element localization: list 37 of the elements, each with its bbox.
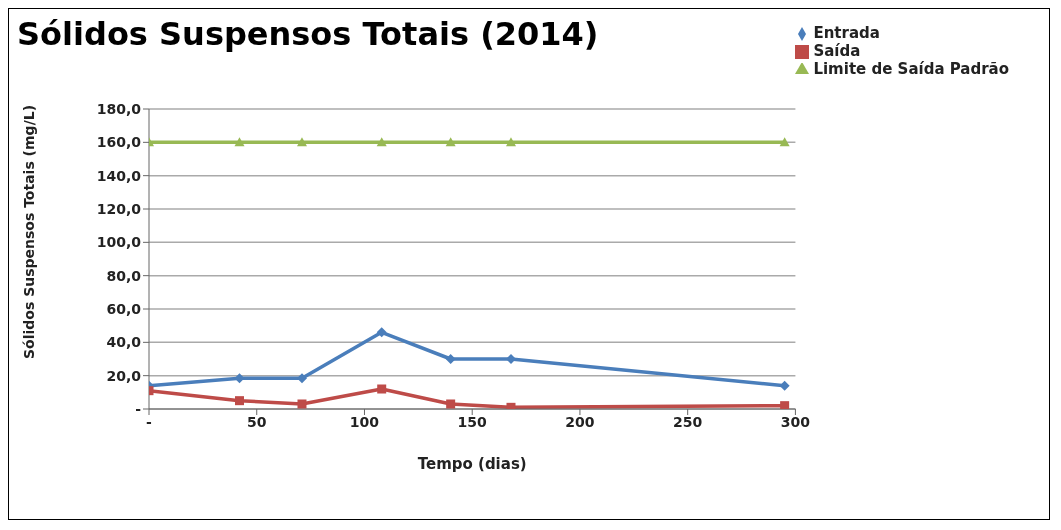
x-axis-title: Tempo (dias) (417, 455, 527, 473)
x-tick-label: - (146, 413, 153, 430)
legend-label: Entrada (813, 24, 880, 42)
x-tick-label: 100 (349, 413, 380, 430)
point (445, 137, 456, 147)
point (235, 396, 244, 406)
point (377, 384, 387, 394)
y-tick-label: 160,0 (96, 134, 142, 151)
legend-label: Limite de Saída Padrão (813, 60, 1009, 78)
y-tick-label: 80,0 (106, 267, 142, 284)
point (376, 327, 387, 338)
point (297, 399, 307, 409)
y-tick-label: 140,0 (96, 167, 142, 184)
y-tick-label: 20,0 (106, 367, 142, 384)
legend-label: Saída (813, 42, 861, 60)
y-tick-label: 120,0 (96, 200, 142, 217)
point (446, 399, 456, 409)
y-tick-label: 60,0 (106, 300, 142, 317)
x-tick-label: 200 (565, 413, 595, 430)
point (505, 137, 516, 147)
point (234, 137, 245, 147)
x-tick-label: 250 (673, 413, 703, 430)
point (376, 137, 387, 147)
point (779, 137, 790, 147)
y-tick-label: 180,0 (96, 100, 142, 117)
point (780, 401, 790, 409)
point (296, 137, 307, 147)
chart-title: Sólidos Suspensos Totais (2014) (17, 15, 599, 53)
x-tick-label: 300 (780, 413, 811, 430)
point (506, 402, 516, 409)
x-tick-label: 150 (457, 413, 488, 430)
y-tick-label: 100,0 (96, 234, 142, 251)
y-tick-label: 40,0 (106, 334, 142, 351)
y-axis-title: Sólidos Suspensos Totais (mg/L) (20, 104, 37, 359)
y-tick-label: - (135, 400, 142, 417)
x-tick-label: 50 (246, 413, 267, 430)
point (445, 354, 456, 364)
